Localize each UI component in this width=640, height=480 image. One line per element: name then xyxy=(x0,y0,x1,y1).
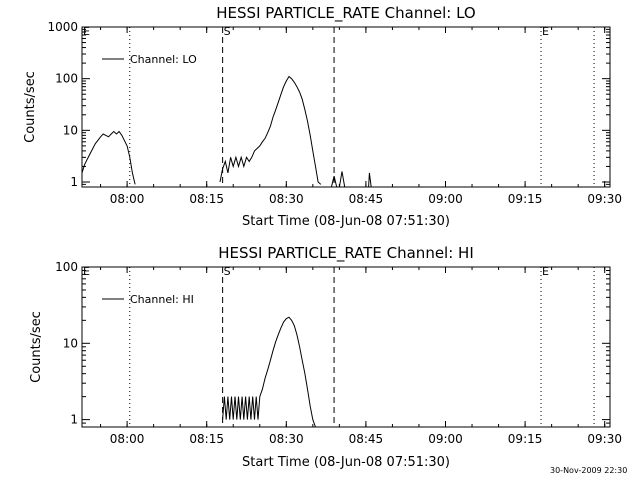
y-tick-label: 10 xyxy=(63,123,78,137)
series-line xyxy=(368,172,372,188)
chart-title: HESSI PARTICLE_RATE Channel: LO xyxy=(216,4,475,23)
x-tick-label: 09:30 xyxy=(587,432,622,446)
x-axis-label: Start Time (08-Jun-08 07:51:30) xyxy=(242,214,450,229)
series-line xyxy=(222,316,316,428)
y-axis-label: Counts/sec xyxy=(29,311,44,383)
series-line xyxy=(338,171,346,188)
x-tick-label: 08:45 xyxy=(349,432,384,446)
event-marker-label: E xyxy=(542,265,549,278)
legend-label: Channel: HI xyxy=(130,293,194,306)
x-tick-label: 08:45 xyxy=(349,192,384,206)
x-axis-label: Start Time (08-Jun-08 07:51:30) xyxy=(242,455,450,470)
event-marker-label: E xyxy=(83,25,90,38)
chart-lo-channel: HESSI PARTICLE_RATE Channel: LO E S E 08:00 0… xyxy=(23,4,622,229)
x-tick-label: 08:15 xyxy=(189,432,224,446)
y-tick-label: 100 xyxy=(55,72,78,86)
y-tick-label: 10 xyxy=(63,336,78,350)
plot-frame xyxy=(81,26,611,188)
event-marker-label: S xyxy=(224,25,231,38)
chart-title: HESSI PARTICLE_RATE Channel: HI xyxy=(218,244,474,263)
x-tick-label: 09:00 xyxy=(428,192,463,206)
legend-label: Channel: LO xyxy=(130,53,197,66)
y-axis-label: Counts/sec xyxy=(23,71,38,143)
event-marker-label: E xyxy=(83,265,90,278)
event-marker-label: S xyxy=(224,265,231,278)
x-tick-label: 09:00 xyxy=(428,432,463,446)
x-tick-label: 09:30 xyxy=(587,192,622,206)
x-tick-label: 08:00 xyxy=(110,432,145,446)
chart-hi-channel: HESSI PARTICLE_RATE Channel: HI E S E 08:00 0… xyxy=(29,244,622,470)
y-tick-label: 100 xyxy=(55,260,78,274)
y-tick-label: 1 xyxy=(70,175,78,189)
series-line xyxy=(330,175,338,188)
x-tick-label: 09:15 xyxy=(508,432,543,446)
series-line xyxy=(219,75,322,185)
x-tick-label: 08:15 xyxy=(189,192,224,206)
event-marker-label: E xyxy=(542,25,549,38)
y-tick-label: 1000 xyxy=(47,20,78,34)
x-tick-label: 08:30 xyxy=(269,432,304,446)
x-tick-label: 08:00 xyxy=(110,192,145,206)
timestamp-footer: 30-Nov-2009 22:30 xyxy=(550,466,628,475)
y-tick-label: 1 xyxy=(70,413,78,427)
x-tick-label: 09:15 xyxy=(508,192,543,206)
x-tick-label: 08:30 xyxy=(269,192,304,206)
series-line xyxy=(81,130,136,185)
